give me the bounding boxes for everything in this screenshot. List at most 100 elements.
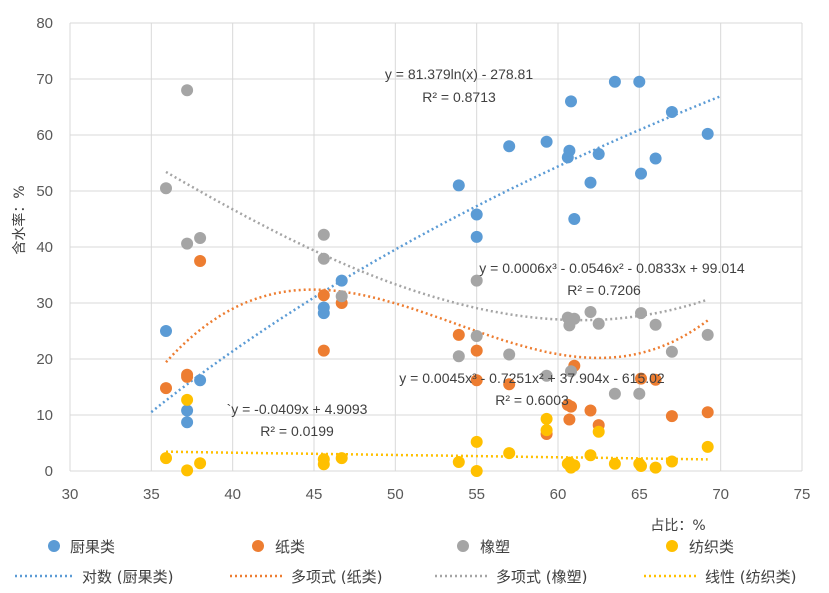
point-series-3 [503,447,516,460]
point-series-0 [635,167,647,180]
point-series-2 [584,306,597,318]
point-series-2 [633,387,646,400]
y-tick-label: 70 [36,71,53,88]
annotation-log-r2: R² = 0.8713 [422,89,496,105]
y-tick-label: 50 [36,183,53,200]
x-tick-label: 40 [224,486,241,503]
point-series-2 [665,345,678,358]
point-series-1 [317,289,330,302]
point-series-0 [503,140,516,153]
point-series-2 [592,317,605,330]
point-series-3 [540,424,553,437]
point-series-2 [335,290,348,303]
x-axis-title: 占比：% [650,518,705,534]
y-tick-label: 10 [36,407,53,424]
x-tick-labels: 30 35 40 45 50 55 60 65 70 75 [62,486,811,503]
annotation-rubber-equation: y = 0.0006x³ - 0.0546x² - 0.0833x + 99.0… [479,260,745,276]
point-series-3 [470,435,483,448]
annotation-paper-r2: R² = 0.6003 [495,392,569,408]
gridlines [69,22,803,472]
point-series-1 [665,410,678,423]
point-series-2 [470,274,483,287]
x-tick-label: 75 [794,486,811,503]
point-series-1 [194,255,207,267]
point-series-2 [181,237,194,250]
point-series-2 [565,365,577,378]
x-tick-label: 50 [387,486,404,503]
point-series-3 [584,449,597,462]
point-series-0 [568,213,581,225]
point-series-3 [608,457,621,470]
legend-marker-rubber [457,540,469,552]
point-series-2 [503,348,516,361]
point-series-0 [194,374,207,387]
legend-label-rubber: 橡塑 [480,538,510,556]
trendline-0 [150,95,722,414]
point-series-2 [649,318,662,331]
y-axis-title: 含水率：% [11,185,28,254]
annotation-log-equation: y = 81.379ln(x) - 278.81 [385,66,533,82]
x-tick-label: 70 [712,486,729,503]
point-series-2 [540,369,553,382]
point-series-0 [563,144,576,157]
annotation-textile-equation: `y = -0.0409x + 4.9093 [227,401,368,417]
point-series-0 [649,152,662,165]
point-series-0 [592,148,605,160]
y-tick-label: 40 [36,239,53,256]
point-series-0 [665,106,678,118]
legend-label-kitchen: 厨果类 [70,538,115,556]
point-series-3 [335,452,348,465]
trendlines [150,95,722,461]
legend-label-textile: 纺织类 [689,538,734,556]
point-series-0 [452,179,465,192]
annotation-rubber-r2: R² = 0.7206 [567,282,641,298]
x-tick-label: 60 [550,486,567,503]
point-series-3 [568,459,581,472]
legend-marker-textile [666,540,678,552]
point-series-3 [160,452,172,465]
point-series-0 [181,404,194,417]
point-series-0 [317,301,330,314]
y-tick-label: 0 [45,463,53,480]
legend: 厨果类 纸类 橡塑 纺织类 对数 (厨果类) 多项式 (纸类) 多项式 (橡塑)… [15,538,796,586]
point-series-0 [584,176,597,189]
point-series-0 [565,95,577,108]
point-series-0 [608,75,621,88]
point-series-3 [470,465,483,477]
annotation-paper-equation: y = 0.0045x³ - 0.7251x² + 37.904x - 615.… [399,370,665,386]
x-tick-label: 65 [631,486,648,503]
point-series-2 [194,232,207,244]
point-series-3 [701,440,714,453]
point-series-0 [335,274,348,287]
point-series-1 [565,400,577,413]
point-series-1 [181,370,194,383]
point-series-0 [470,230,483,243]
point-series-3 [665,455,678,468]
point-series-2 [635,307,647,320]
legend-marker-kitchen [48,540,60,552]
point-series-3 [181,464,194,477]
point-series-1 [317,344,330,357]
point-series-2 [160,182,172,195]
legend-label-poly-rubber: 多项式 (橡塑) [496,568,587,586]
point-series-3 [181,393,194,406]
point-series-2 [608,387,621,400]
x-tick-label: 30 [62,486,79,503]
point-series-2 [452,350,465,363]
legend-label-poly-paper: 多项式 (纸类) [291,568,382,586]
data-points [160,75,714,477]
legend-marker-paper [252,540,264,552]
point-series-1 [160,382,172,395]
x-tick-label: 45 [306,486,323,503]
point-series-1 [452,328,465,341]
y-tick-label: 30 [36,295,53,312]
point-series-3 [317,458,330,471]
point-series-0 [701,127,714,140]
point-series-2 [470,330,483,342]
point-series-2 [317,252,330,265]
y-tick-label: 20 [36,351,53,368]
point-series-1 [470,374,483,387]
legend-label-log-kitchen: 对数 (厨果类) [82,568,173,586]
